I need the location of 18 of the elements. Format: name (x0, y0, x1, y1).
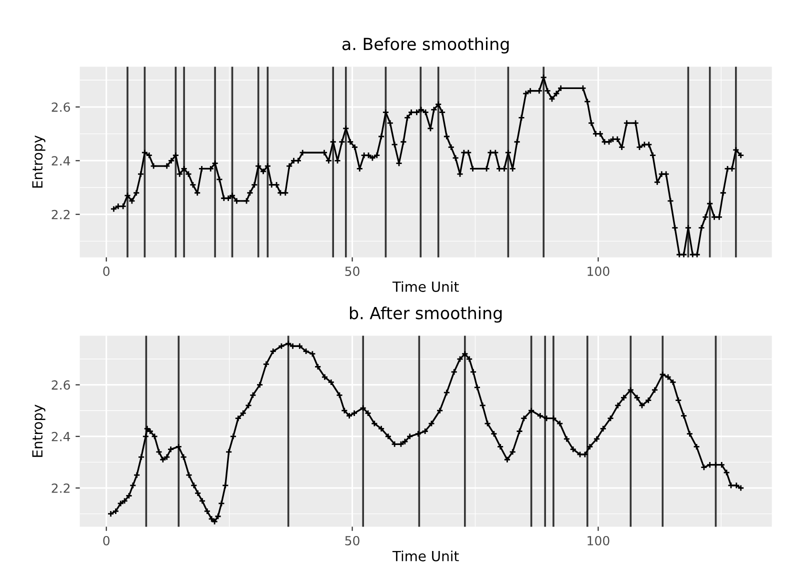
x-tick-label: 100 (588, 266, 610, 276)
y-tick-label: 2.4 (52, 156, 70, 166)
y-tick-label: 2.6 (52, 102, 70, 112)
chart-title: a. Before smoothing (342, 37, 509, 54)
y-tick-label: 2.4 (52, 432, 70, 442)
x-tick-label: 50 (345, 266, 360, 276)
y-axis-title: Entropy (32, 404, 46, 457)
y-axis-title: Entropy (32, 135, 46, 188)
x-tick-label: 50 (345, 536, 360, 546)
y-tick-label: 2.6 (52, 380, 70, 390)
x-axis-title: Time Unit (392, 281, 459, 292)
chart-title: b. After smoothing (350, 306, 502, 323)
x-tick-label: 0 (103, 266, 110, 276)
y-tick-label: 2.2 (52, 210, 70, 220)
x-tick-label: 100 (588, 536, 610, 546)
x-tick-label: 0 (103, 536, 110, 546)
y-tick-label: 2.2 (52, 483, 70, 493)
x-axis-title: Time Unit (392, 550, 459, 562)
